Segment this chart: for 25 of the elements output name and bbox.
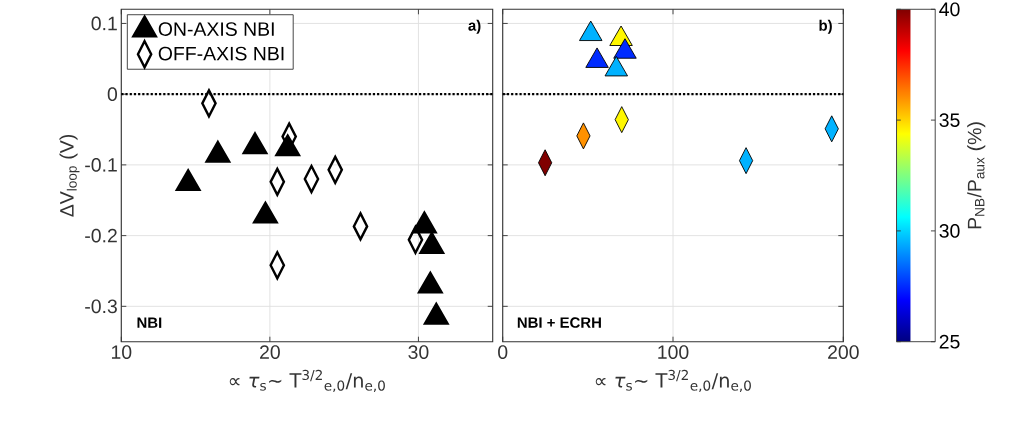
x-tick-label: 200 <box>828 345 859 359</box>
y-tick-label: 0.1 <box>91 16 117 31</box>
y-tick-label: 0 <box>107 87 118 102</box>
color-bar-title: P$_{NB}$/P$_{aux}$ (%) <box>967 122 986 229</box>
x-axis-title: ∝ τ$_{s}$∼ T$^{3/2}$$_{e,0}$/n$_{e,0}$ <box>595 369 751 393</box>
x-tick-label: 20 <box>260 345 280 359</box>
y-axis-title: ΔV$_{loop}$ (V) <box>59 134 80 217</box>
color-bar-label: 30 <box>939 224 960 238</box>
x-axis-title: ∝ τ$_{s}$∼ T$^{3/2}$$_{e,0}$/n$_{e,0}$ <box>229 369 385 393</box>
annotation: NBI <box>137 317 162 328</box>
annotation: NBI + ECRH <box>517 317 601 328</box>
annotation: a) <box>468 19 481 34</box>
x-tick-label: 100 <box>658 345 689 359</box>
x-tick-label: 0 <box>498 345 508 359</box>
x-tick-label: 10 <box>111 345 132 359</box>
color-bar-label: 35 <box>939 113 960 127</box>
annotation: b) <box>819 19 832 34</box>
legend-label: OFF-AXIS NBI <box>158 46 284 61</box>
color-bar-label: 40 <box>939 2 960 17</box>
y-tick-label: -0.3 <box>85 299 117 314</box>
y-tick-label: -0.2 <box>85 228 117 243</box>
x-tick-label: 30 <box>408 345 429 359</box>
legend-label: ON-AXIS NBI <box>158 22 274 36</box>
y-tick-label: -0.1 <box>85 158 117 172</box>
color-bar-label: 25 <box>939 334 960 349</box>
